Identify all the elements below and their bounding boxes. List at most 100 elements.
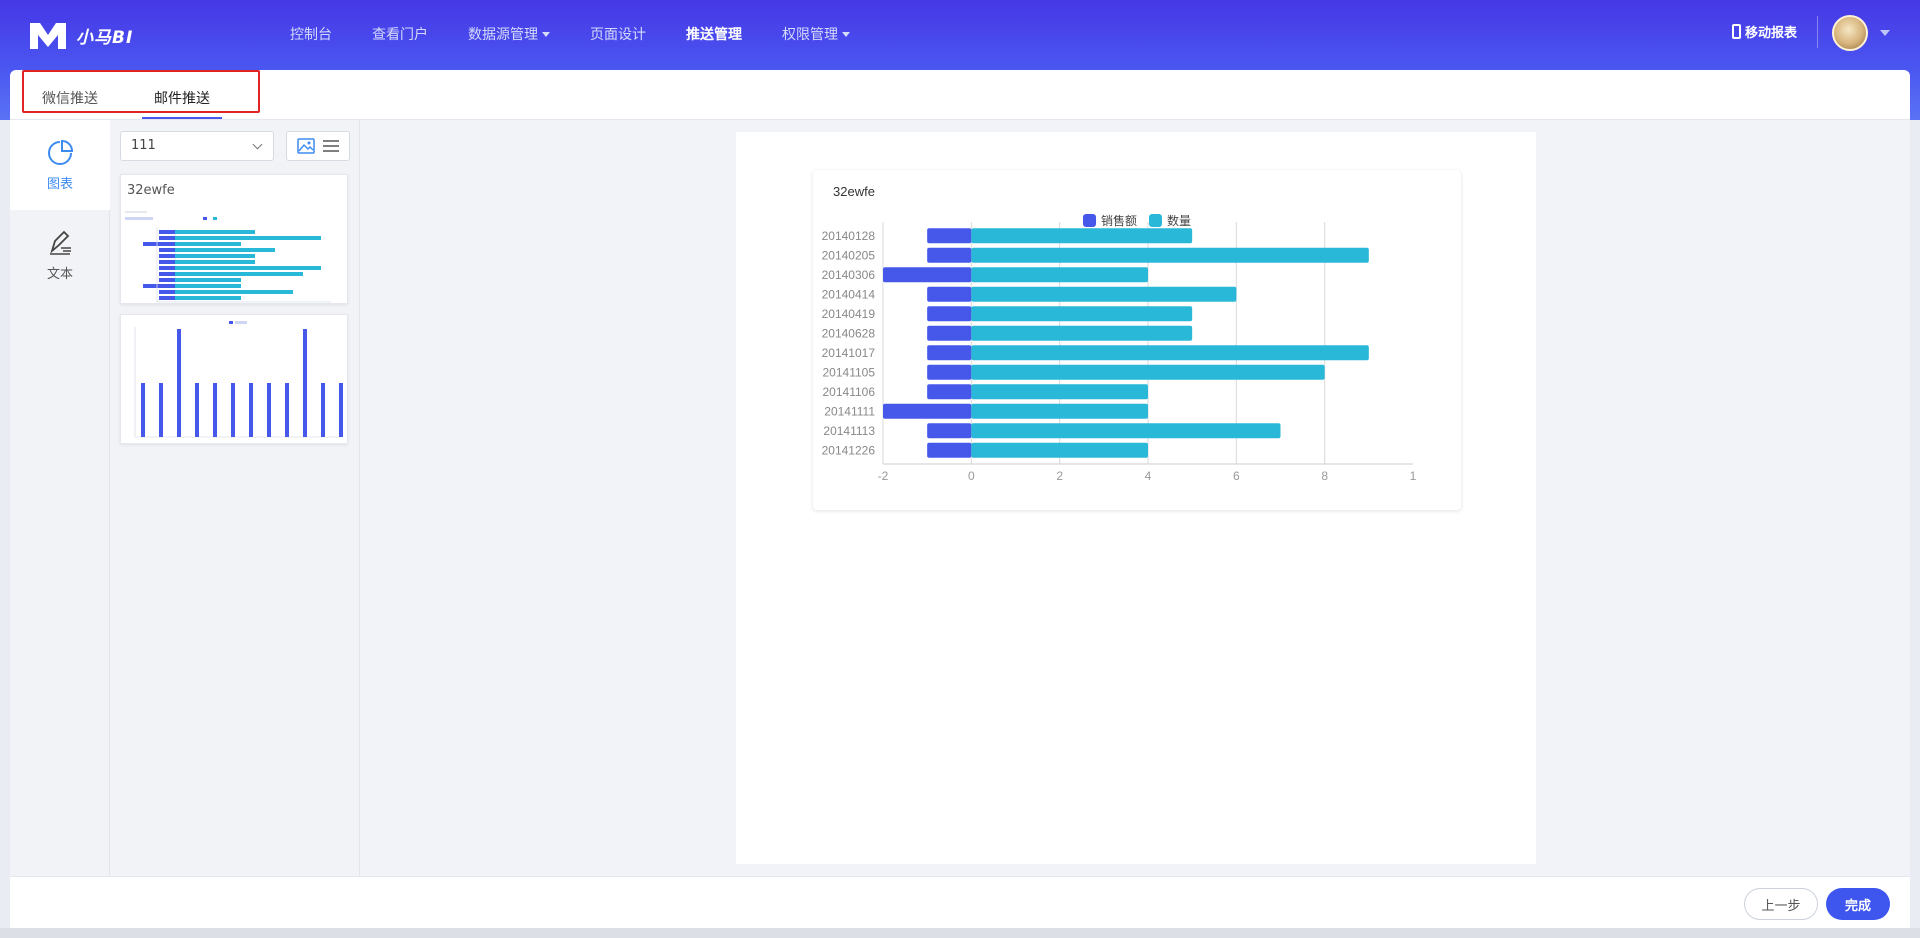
bar-quantity [971,267,1148,283]
hbar-chart-thumbnail [125,211,331,303]
brand-name: 小马BI [76,27,134,48]
category-label: 20140414 [822,287,876,301]
email-preview-sheet: 32ewfe 销售额 数量 20140128 20140205 20140306 201… [736,132,1536,864]
nav-divider [1817,16,1818,48]
category-label: 20141105 [823,365,876,379]
image-view-icon[interactable] [296,138,315,154]
sidebar-item-text[interactable]: 文本 [10,210,110,300]
chart-thumbnail-card[interactable] [120,314,348,444]
component-sidebar: 图表 文本 [10,120,110,876]
chart-legend: 销售额 数量 [1083,213,1191,228]
category-label: 20141017 [822,346,876,360]
bar-sales [927,442,972,458]
avatar-chevron-down-icon[interactable] [1880,30,1890,36]
active-tab-indicator [142,117,222,119]
chart-category-labels: 20140128 20140205 20140306 20140414 20140419… [822,229,876,458]
chevron-down-icon [542,31,550,37]
bar-quantity [971,364,1325,380]
finish-button[interactable]: 完成 [1826,888,1890,920]
main-panel: 微信推送 邮件推送 图表 文本 111 [10,70,1910,928]
nav-page-design-label: 页面设计 [590,27,646,43]
preview-area: 32ewfe 销售额 数量 20140128 20140205 20140306 201… [360,120,1910,876]
nav-push-label: 推送管理 [686,27,742,43]
report-select-value: 111 [131,138,156,153]
chart-title: 32ewfe [833,184,875,199]
legend-swatch [1149,214,1162,227]
bar-quantity [971,384,1148,400]
horizontal-bar-chart: 32ewfe 销售额 数量 201401282014020520140306201… [822,184,1417,483]
main-nav: 控制台 查看门户 数据源管理 页面设计 推送管理 权限管理 [270,22,870,46]
nav-page-design[interactable]: 页面设计 [570,22,666,46]
pie-chart-icon [48,139,74,165]
nav-datasource-label: 数据源管理 [468,27,538,43]
annotation-highlight-box [22,70,260,113]
bar-quantity [971,306,1193,322]
bar-sales [927,247,972,263]
bar-sales [927,364,972,380]
x-tick-label: 4 [1145,469,1152,483]
category-label: 20141113 [823,424,875,438]
chart-thumbnail-list: 111 32ewfe [110,120,360,876]
bar-sales [883,267,972,283]
bar-quantity [971,423,1281,439]
category-label: 20140306 [822,268,876,282]
legend-label: 销售额 [1101,213,1137,228]
bar-sales [927,286,972,302]
sidebar-item-text-label: 文本 [46,266,73,282]
phone-icon [1731,24,1741,39]
x-tick-label: 0 [968,469,975,483]
bar-quantity [971,325,1193,341]
logo-mark-icon [30,23,66,49]
nav-portal[interactable]: 查看门户 [352,22,448,46]
tab-email-push[interactable]: 邮件推送 [154,91,210,107]
nav-push[interactable]: 推送管理 [666,22,762,46]
bar-sales [883,403,972,419]
logo[interactable]: 小马BI [28,18,133,52]
category-label: 20140205 [822,248,876,262]
bar-quantity [971,286,1237,302]
legend-swatch [1083,214,1096,227]
chart-bars [883,228,1369,458]
category-label: 20140628 [822,326,876,340]
x-tick-label: 6 [1233,469,1240,483]
tab-wechat-push[interactable]: 微信推送 [42,91,98,107]
category-label: 20141106 [823,385,876,399]
x-tick-label: 2 [1056,469,1063,483]
report-select[interactable]: 111 [120,131,274,161]
bar-quantity [971,345,1369,361]
bar-sales [927,384,972,400]
chart-thumbnail-title: 32ewfe [127,183,175,198]
chevron-down-icon [252,139,263,150]
sidebar-item-chart-label: 图表 [46,176,73,192]
mobile-report-label: 移动报表 [1744,26,1797,41]
list-view-icon[interactable] [322,139,340,153]
chart-thumbnail-card[interactable]: 32ewfe [120,174,348,304]
chart-widget[interactable]: 32ewfe 销售额 数量 20140128 20140205 20140306 201… [813,170,1461,510]
legend-label: 数量 [1167,213,1191,228]
nav-datasource[interactable]: 数据源管理 [448,22,570,46]
bar-sales [927,306,972,322]
column-chart-thumbnail [134,321,343,438]
bar-quantity [971,247,1369,263]
bar-sales [927,325,972,341]
x-tick-label: 1 [1410,469,1417,483]
x-tick-label: -2 [878,469,889,483]
text-edit-icon [50,230,71,255]
category-label: 20140128 [822,229,876,243]
nav-portal-label: 查看门户 [372,27,428,43]
bar-sales [927,228,972,244]
bar-quantity [971,228,1193,244]
nav-console[interactable]: 控制台 [270,22,352,46]
bar-sales [927,345,972,361]
mobile-report-link[interactable]: 移动报表 [1731,22,1797,41]
nav-console-label: 控制台 [290,27,332,43]
sidebar-item-chart[interactable]: 图表 [10,120,110,210]
previous-step-button[interactable]: 上一步 [1744,888,1818,920]
nav-permission[interactable]: 权限管理 [762,22,870,46]
avatar[interactable] [1832,15,1868,51]
chart-x-tick-labels: -2 0 2 4 6 8 1 [878,469,1417,483]
nav-permission-label: 权限管理 [782,27,838,43]
footer-bar: 上一步 完成 [10,876,1910,928]
bar-quantity [971,403,1148,419]
window-bottom-edge [0,928,1920,938]
